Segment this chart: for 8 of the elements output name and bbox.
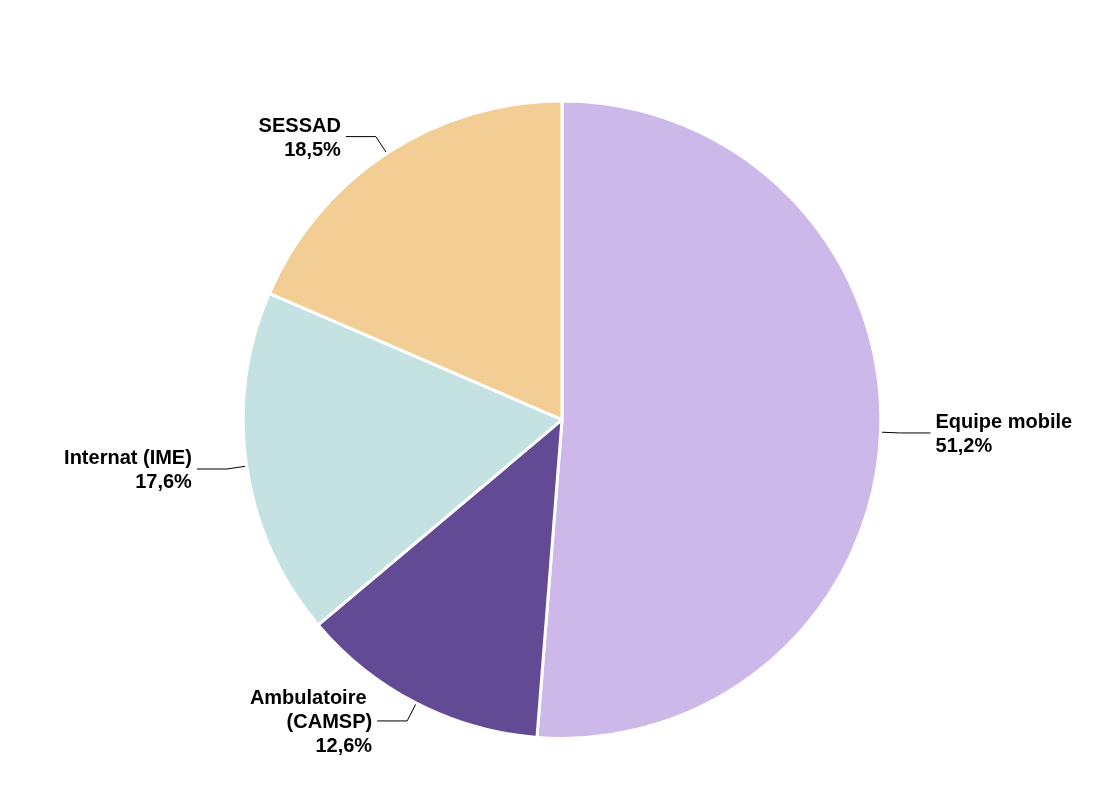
data-label: 18,5% [284, 137, 342, 160]
data-label: 12,6% [315, 733, 373, 756]
data-label: 51,2% [935, 433, 993, 456]
slice-label: Equipe mobile [935, 409, 1073, 432]
slice-label: Internat (IME) [64, 446, 192, 468]
slice-label: SESSAD [258, 113, 341, 136]
data-label: 17,6% [135, 470, 193, 492]
slice-label: Ambulatoire (CAMSP) [249, 685, 373, 732]
